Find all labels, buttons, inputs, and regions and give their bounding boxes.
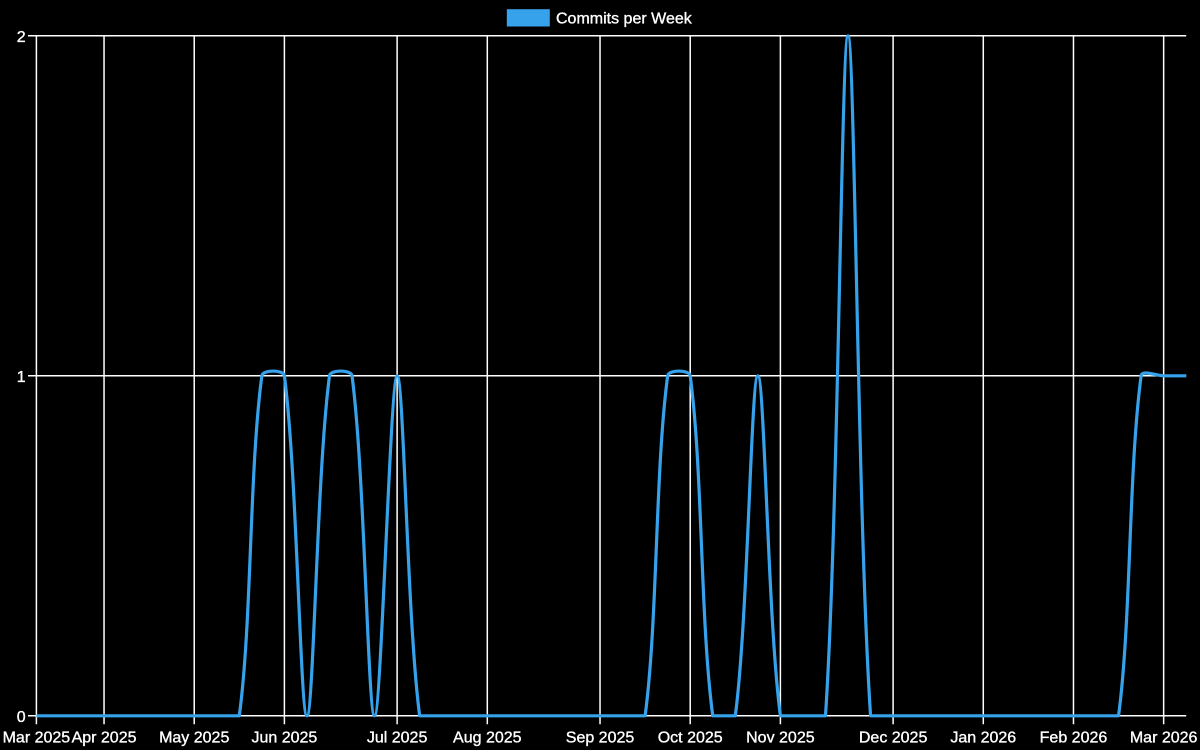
- svg-text:Commits per Week: Commits per Week: [556, 10, 693, 27]
- svg-text:Mar 2025: Mar 2025: [3, 730, 71, 747]
- svg-text:Jul 2025: Jul 2025: [367, 730, 428, 747]
- svg-text:0: 0: [17, 709, 26, 726]
- svg-text:1: 1: [17, 369, 26, 386]
- svg-text:Oct 2025: Oct 2025: [658, 730, 723, 747]
- svg-text:Feb 2026: Feb 2026: [1040, 730, 1108, 747]
- svg-text:2: 2: [17, 29, 26, 46]
- svg-text:May 2025: May 2025: [159, 730, 229, 747]
- svg-text:Mar 2026: Mar 2026: [1130, 730, 1198, 747]
- svg-text:Apr 2025: Apr 2025: [72, 730, 137, 747]
- svg-text:Jan 2026: Jan 2026: [950, 730, 1016, 747]
- svg-text:Nov 2025: Nov 2025: [746, 730, 815, 747]
- svg-text:Aug 2025: Aug 2025: [453, 730, 522, 747]
- svg-text:Sep 2025: Sep 2025: [566, 730, 635, 747]
- svg-text:Jun 2025: Jun 2025: [251, 730, 317, 747]
- svg-text:Dec 2025: Dec 2025: [859, 730, 928, 747]
